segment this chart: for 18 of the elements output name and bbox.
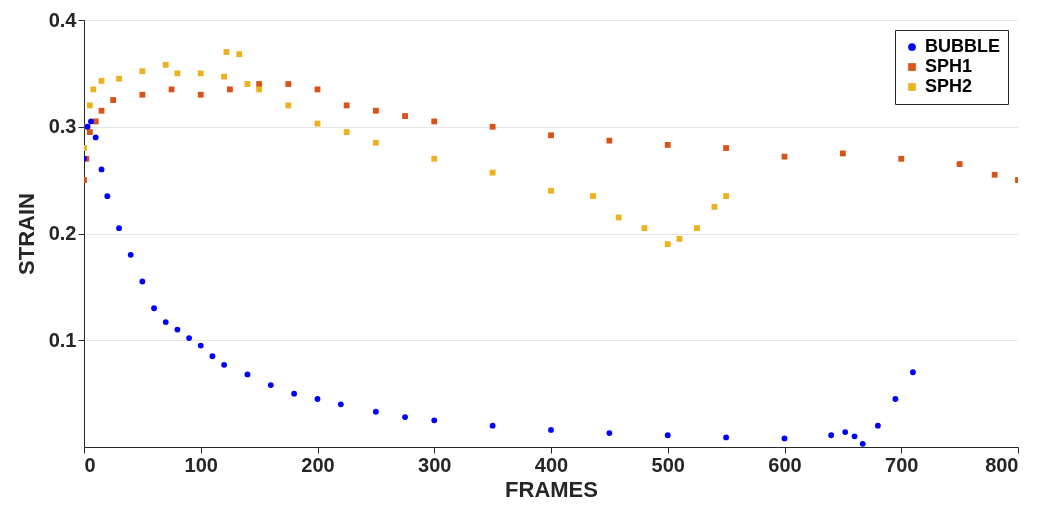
x-tick-label: 200 — [301, 453, 335, 476]
y-tick-label: 0.3 — [48, 115, 77, 138]
x-tick-label: 800 — [985, 453, 1019, 476]
y-tick-label: 0.4 — [48, 8, 78, 31]
legend-label: SPH2 — [925, 76, 973, 96]
x-tick-label: 400 — [534, 453, 569, 476]
x-tick-label: 600 — [768, 453, 802, 476]
x-tick-label: 0 — [84, 453, 96, 476]
y-tick-label: 0.1 — [48, 328, 77, 351]
y-tick-label: 0.2 — [48, 222, 77, 244]
legend-label: BUBBLE — [925, 36, 1000, 56]
legend-label: SPH1 — [925, 56, 973, 76]
x-tick-label: 100 — [184, 453, 218, 476]
y-axis-title: STRAIN — [13, 193, 39, 275]
x-tick-label: 700 — [885, 453, 919, 476]
x-tick-label: 300 — [418, 453, 452, 476]
x-tick-label: 500 — [651, 453, 685, 476]
x-axis-title: FRAMES — [505, 476, 598, 502]
